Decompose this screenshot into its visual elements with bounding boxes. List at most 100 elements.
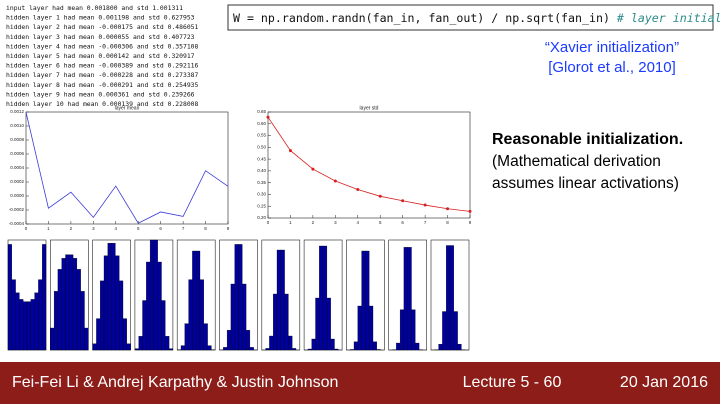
chart-title: layer std (360, 105, 379, 111)
log-line: hidden layer 6 had mean -0.000389 and st… (6, 62, 199, 70)
histogram-bar (122, 318, 127, 351)
histogram-bar (57, 269, 62, 351)
histogram-bar (30, 299, 35, 351)
histogram-bar (319, 245, 324, 351)
histogram-bar (157, 261, 162, 351)
y-tick-label: 0.25 (257, 203, 266, 208)
histogram-bar (92, 343, 97, 351)
histogram-bar (230, 283, 235, 351)
histogram-bar (365, 250, 370, 351)
data-point (356, 188, 360, 192)
data-point (266, 115, 270, 119)
histogram-bar (292, 348, 297, 351)
log-line: hidden layer 7 had mean -0.000228 and st… (6, 71, 199, 79)
data-point (333, 179, 337, 183)
histogram-bar (326, 297, 331, 351)
histogram-bar (357, 305, 362, 351)
histogram-bar (223, 347, 228, 351)
histogram-bar (192, 250, 197, 351)
data-line (25, 112, 229, 224)
histogram-bar (276, 249, 281, 351)
histogram-bar (69, 254, 74, 351)
histogram-bar (361, 250, 366, 351)
histogram-bar (100, 280, 105, 351)
histogram-bar (334, 348, 339, 351)
log-line: input layer had mean 0.001800 and std 1.… (6, 4, 183, 12)
x-tick-label: 0 (25, 226, 28, 231)
histogram-bar (245, 330, 251, 351)
code-comment: # layer initialization (616, 11, 720, 25)
histogram-bar (457, 343, 462, 351)
x-tick-label: 2 (70, 226, 73, 231)
histogram-bar (269, 335, 274, 351)
code-box (227, 4, 714, 31)
y-tick-label: -0.0002 (9, 207, 25, 212)
histogram-bar (322, 245, 328, 351)
x-tick-label: 8 (446, 220, 449, 225)
histogram-bar (84, 327, 89, 351)
note-line: (Mathematical derivation (492, 153, 661, 170)
histogram-bar (242, 283, 247, 351)
histogram-bar (65, 254, 70, 351)
histogram-bar (196, 250, 201, 351)
log-line: hidden layer 3 had mean 0.000055 and std… (6, 33, 195, 41)
log-line: hidden layer 8 had mean -0.000291 and st… (6, 81, 199, 89)
histogram-bar (11, 279, 16, 351)
log-line: hidden layer 1 had mean 0.001198 and std… (6, 14, 195, 22)
histogram-bar (184, 323, 189, 351)
x-tick-label: 0 (267, 220, 270, 225)
data-point (378, 194, 382, 198)
histogram-bar (168, 348, 174, 351)
histogram-bar (180, 345, 185, 351)
histogram-bar (396, 342, 401, 351)
y-tick-label: 0.60 (257, 121, 266, 126)
histogram-bar (146, 261, 151, 351)
citation-title: “Xavier initialization” (545, 39, 679, 56)
plot-frame (267, 111, 471, 219)
y-tick-label: 0.0000 (10, 193, 24, 198)
histogram-bar (307, 348, 312, 351)
histogram-bar (311, 338, 316, 351)
histogram-bar (442, 311, 447, 351)
y-tick-label: 0.0010 (10, 123, 24, 128)
log-line: hidden layer 4 had mean -0.000306 and st… (6, 42, 199, 50)
log-output: input layer had mean 0.001800 and std 1.… (6, 4, 199, 108)
data-line (267, 116, 471, 212)
x-tick-label: 6 (401, 220, 404, 225)
plot-frame (25, 111, 229, 225)
histogram-bar (330, 338, 335, 351)
histogram-bar (134, 348, 139, 351)
log-line: hidden layer 10 had mean 0.000139 and st… (6, 100, 199, 108)
histogram-bar (315, 297, 320, 351)
chart-title: layer mean (115, 105, 140, 111)
histogram-bar (15, 292, 20, 351)
histogram-bar (449, 245, 454, 351)
y-tick-label: 0.0002 (10, 179, 24, 184)
histogram-bar (61, 258, 66, 351)
y-tick-label: 0.30 (257, 192, 266, 197)
y-tick-label: 0.0004 (10, 165, 24, 170)
histogram-bar (161, 300, 166, 351)
histogram-bar (446, 245, 451, 351)
x-tick-label: 5 (137, 226, 140, 231)
log-line: hidden layer 2 had mean -0.000175 and st… (6, 23, 199, 31)
histogram-bar (42, 244, 47, 351)
histogram-bar (280, 249, 285, 351)
y-tick-label: 0.35 (257, 180, 266, 185)
x-tick-label: 2 (312, 220, 315, 225)
log-line: hidden layer 9 had mean 0.000361 and std… (6, 90, 195, 98)
histogram-bar (438, 343, 443, 351)
log-line: hidden layer 5 had mean 0.000142 and std… (6, 52, 195, 60)
code-line: W = np.random.randn(fan_in, fan_out) / n… (233, 11, 720, 25)
histogram-bar (72, 258, 78, 351)
x-tick-label: 7 (182, 226, 185, 231)
histogram-bar (107, 242, 112, 351)
histogram-bar (288, 335, 293, 351)
x-tick-label: 8 (204, 226, 207, 231)
footer-date: 20 Jan 2016 (620, 374, 708, 391)
note-line: assumes linear activations) (492, 175, 679, 192)
histogram-bar (399, 309, 405, 351)
note-title: Reasonable initialization. (492, 131, 683, 148)
histogram-bar (138, 336, 143, 351)
